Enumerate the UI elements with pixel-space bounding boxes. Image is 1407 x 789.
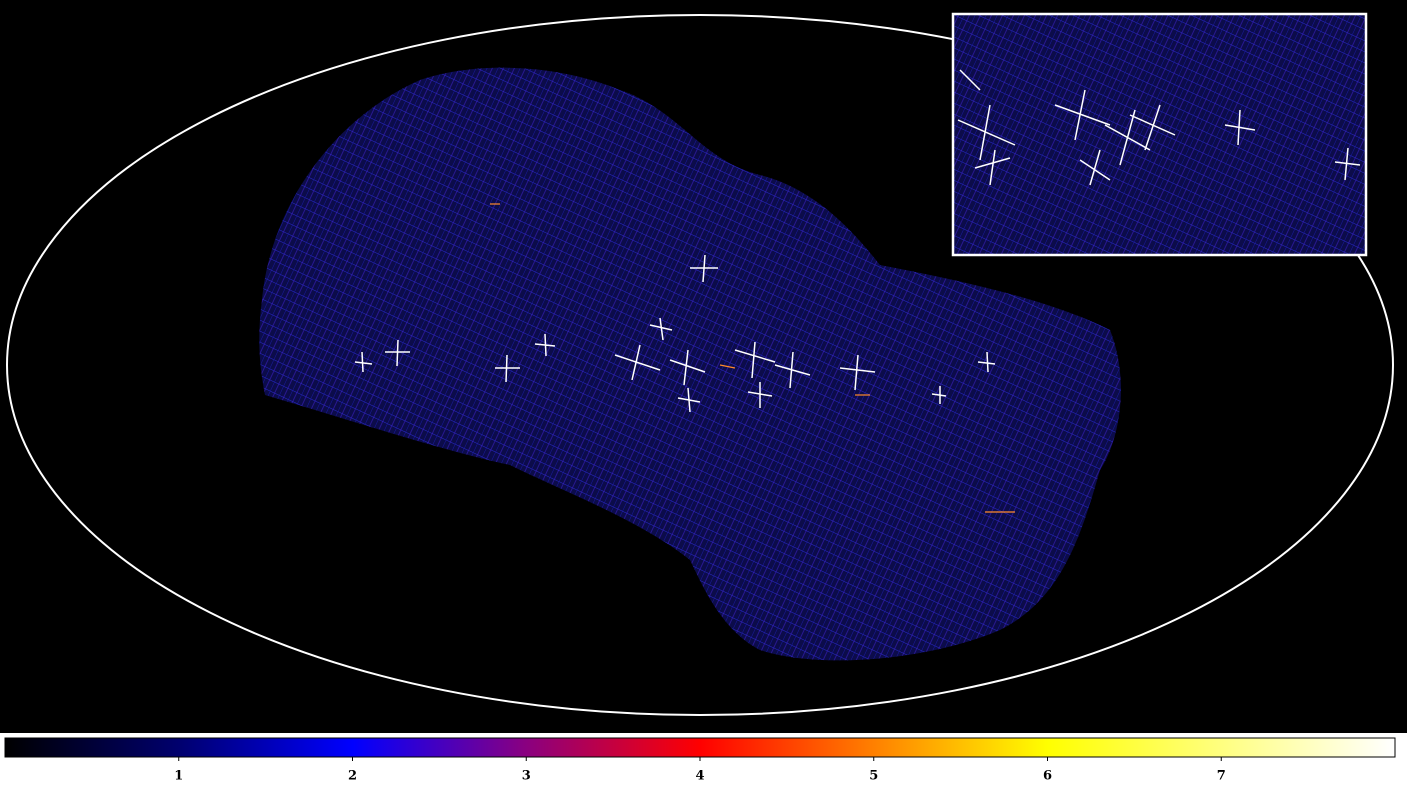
colorbar-tick-label: 7 — [1217, 769, 1226, 784]
colorbar-tick-label: 1 — [174, 769, 183, 784]
colorbar-tick-label: 2 — [348, 769, 357, 784]
inset-zoom — [953, 14, 1366, 255]
page: 1 2 3 4 5 6 7 — [0, 0, 1407, 789]
colorbar-tick-label: 4 — [695, 769, 704, 784]
colorbar-tick-label: 5 — [869, 769, 878, 784]
colorbar-tick-label: 3 — [522, 769, 531, 784]
colorbar-tick-label: 6 — [1043, 769, 1052, 784]
colorbar — [5, 738, 1395, 757]
